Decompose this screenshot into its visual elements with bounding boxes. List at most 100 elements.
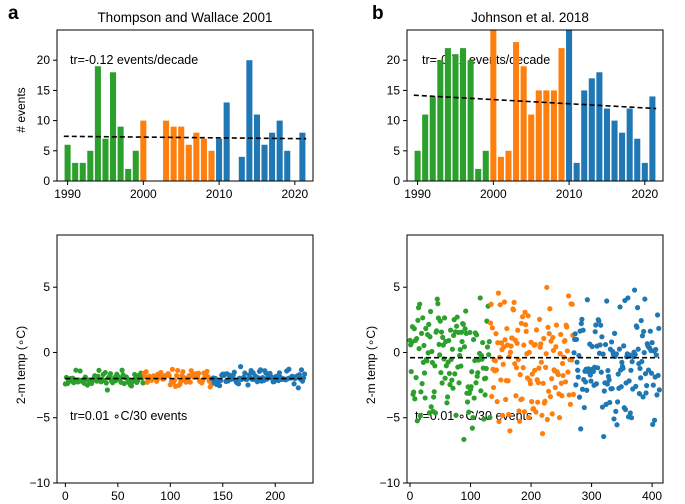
- point-orange: [508, 343, 514, 349]
- point-orange: [510, 307, 517, 313]
- plot-area: [63, 60, 307, 181]
- point-blue: [641, 328, 647, 335]
- point-orange: [513, 365, 520, 371]
- point-orange: [550, 334, 556, 341]
- point-blue: [238, 364, 244, 370]
- point-orange: [552, 384, 558, 391]
- panel-letter-a: a: [8, 3, 19, 24]
- point-green: [434, 328, 440, 334]
- y-tick-label: 15: [37, 83, 51, 97]
- point-blue: [634, 324, 640, 330]
- point-orange: [547, 394, 554, 400]
- point-orange: [522, 309, 528, 315]
- point-orange: [564, 324, 570, 330]
- bar-green-1995: [102, 138, 109, 181]
- point-blue: [597, 342, 603, 348]
- point-green: [431, 394, 437, 400]
- bar-blue-2019: [284, 150, 291, 181]
- point-blue: [573, 336, 580, 343]
- point-blue: [611, 416, 617, 422]
- point-green: [468, 384, 474, 390]
- point-green: [412, 396, 418, 402]
- point-blue: [245, 382, 251, 388]
- bar-blue-2020: [641, 162, 648, 181]
- point-green: [450, 385, 456, 391]
- point-blue: [609, 385, 615, 392]
- point-blue: [617, 304, 623, 310]
- point-orange: [489, 393, 495, 400]
- point-green: [446, 370, 452, 377]
- y-tick-label: 10: [387, 114, 401, 128]
- point-orange: [175, 367, 181, 374]
- point-orange: [516, 408, 522, 414]
- point-orange: [494, 398, 500, 405]
- point-blue: [621, 343, 627, 349]
- point-blue: [601, 388, 607, 394]
- point-blue: [647, 328, 653, 334]
- point-green: [469, 369, 475, 375]
- point-blue: [582, 379, 589, 385]
- point-orange: [166, 373, 172, 379]
- point-orange: [493, 367, 500, 373]
- point-orange: [506, 354, 512, 360]
- point-green: [463, 308, 469, 314]
- x-tick-label: 1990: [404, 187, 431, 201]
- point-blue: [653, 352, 659, 358]
- point-green: [103, 380, 109, 386]
- point-blue: [615, 399, 621, 405]
- point-blue: [601, 433, 607, 440]
- point-green: [459, 338, 465, 345]
- point-orange: [557, 351, 563, 357]
- point-green: [96, 367, 102, 373]
- y-axis-label-b-bottom: 2-m temp (∘C): [364, 326, 378, 404]
- point-green: [481, 416, 487, 422]
- point-blue: [576, 352, 582, 359]
- point-orange: [196, 370, 202, 376]
- point-orange: [558, 380, 564, 386]
- point-green: [447, 382, 453, 388]
- point-blue: [607, 399, 613, 406]
- bar-blue-2015: [603, 108, 610, 181]
- bar-orange-2004: [170, 126, 177, 181]
- point-green: [77, 368, 83, 374]
- point-orange: [489, 325, 495, 331]
- bar-blue-2014: [246, 60, 253, 181]
- point-green: [480, 339, 486, 346]
- plot-area: [407, 284, 662, 443]
- point-blue: [622, 406, 629, 413]
- y-tick-label: −10: [380, 476, 401, 490]
- point-orange: [502, 337, 508, 343]
- bar-blue-2010: [216, 138, 223, 181]
- point-green: [452, 371, 458, 377]
- point-blue: [235, 381, 242, 387]
- point-blue: [653, 346, 659, 353]
- point-blue: [589, 343, 595, 350]
- point-orange: [496, 418, 502, 425]
- point-green: [486, 352, 492, 358]
- bar-blue-2017: [269, 132, 276, 181]
- point-blue: [231, 369, 237, 375]
- point-green: [457, 346, 463, 353]
- scatter-chart-johnson: 0 100 200 300 400 −10 −5 0 5: [380, 234, 664, 503]
- x-tick-label: 1990: [54, 187, 81, 201]
- point-green: [427, 334, 433, 340]
- plot-area: [62, 364, 308, 393]
- point-green: [413, 375, 419, 381]
- point-blue: [651, 417, 658, 423]
- x-tick-label: 0: [407, 489, 414, 503]
- plot-area: [413, 30, 657, 181]
- point-blue: [636, 391, 642, 397]
- point-blue: [616, 346, 623, 352]
- point-green: [478, 388, 484, 394]
- bar-orange-2000: [490, 30, 497, 181]
- point-green: [475, 370, 481, 376]
- point-orange: [519, 396, 525, 402]
- x-tick-label: 2010: [556, 187, 583, 201]
- x-tick-label: 400: [642, 489, 662, 503]
- point-green: [449, 377, 455, 383]
- point-blue: [641, 350, 647, 356]
- point-green: [458, 363, 464, 369]
- point-orange: [553, 344, 559, 350]
- point-blue: [634, 305, 641, 311]
- point-orange: [558, 331, 564, 338]
